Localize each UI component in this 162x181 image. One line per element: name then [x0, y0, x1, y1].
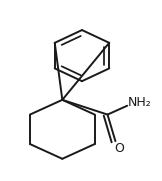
Text: O: O: [114, 142, 124, 155]
Text: NH₂: NH₂: [128, 96, 152, 109]
